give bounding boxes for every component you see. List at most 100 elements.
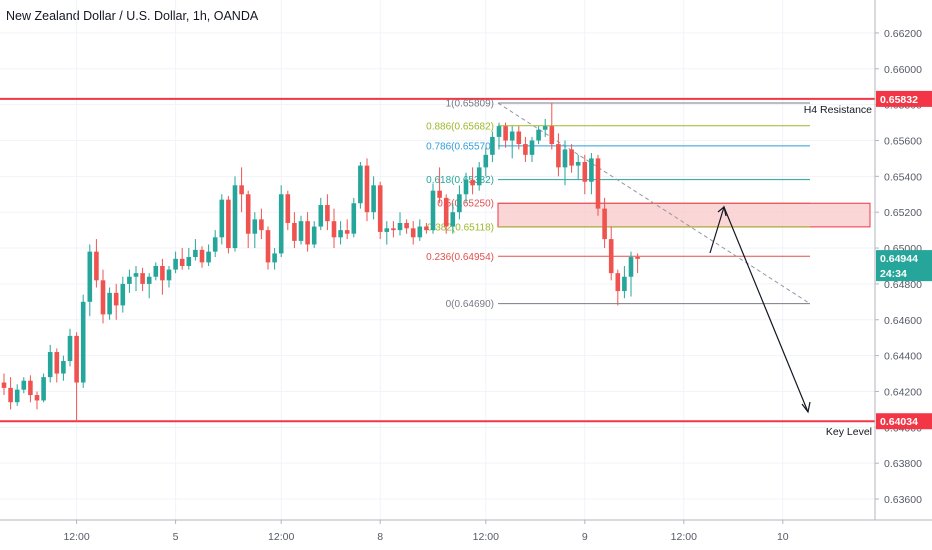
- candle-body: [523, 144, 528, 155]
- candle-body: [358, 165, 363, 204]
- candle-body: [509, 131, 515, 141]
- candle-body: [54, 352, 60, 374]
- candle-body: [305, 221, 310, 245]
- fib-level-label: 0.886(0.65682): [426, 121, 494, 132]
- candle-body: [146, 276, 152, 284]
- x-tick-label: 8: [377, 531, 383, 543]
- candle: [622, 265, 627, 299]
- candle: [127, 269, 132, 293]
- candle: [28, 375, 33, 403]
- candle-body: [285, 194, 291, 223]
- candle: [140, 267, 145, 292]
- candle: [285, 190, 291, 231]
- candle: [166, 265, 172, 288]
- price-tag-label: 24:34: [880, 268, 907, 280]
- price-tag: [876, 265, 932, 282]
- candle: [219, 194, 225, 245]
- candle-body: [556, 144, 561, 168]
- candle: [490, 131, 495, 163]
- candle-body: [397, 222, 403, 231]
- candle: [602, 197, 607, 249]
- x-tick-label: 10: [777, 531, 789, 543]
- fib-level-label: 0.618(0.65382): [426, 175, 494, 186]
- candle: [344, 219, 350, 240]
- candle: [404, 219, 409, 234]
- time-axis[interactable]: 12:00 5 12:00 8 12:00 9 12:00 10: [0, 519, 932, 543]
- candle: [470, 167, 475, 195]
- projection-path: [709, 205, 809, 413]
- price-axis[interactable]: 0.662000.660000.658000.656000.654000.652…: [874, 0, 932, 520]
- candle: [331, 208, 337, 249]
- candle: [252, 212, 258, 249]
- candle: [67, 328, 73, 367]
- candle-body: [153, 265, 159, 277]
- candle-body: [377, 185, 383, 232]
- candle-body: [476, 167, 482, 186]
- candle: [503, 122, 508, 148]
- arrow-head-down: [801, 401, 811, 414]
- y-tick-label: 0.64400: [884, 351, 922, 363]
- candle: [575, 154, 581, 180]
- candle-body: [542, 126, 548, 130]
- candle-body: [569, 149, 574, 166]
- candle-body: [28, 380, 33, 396]
- candle-body: [8, 387, 13, 403]
- fib-level-label: 0.786(0.65570): [426, 141, 494, 152]
- candle-body: [272, 253, 277, 263]
- candle: [259, 208, 264, 240]
- candlestick-series: [1, 102, 640, 422]
- candle-body: [331, 221, 337, 238]
- candle-body: [529, 140, 535, 155]
- candle: [206, 244, 211, 266]
- level-label: Key Level: [826, 426, 872, 438]
- candle: [569, 144, 574, 173]
- y-tick-label: 0.65600: [884, 135, 922, 147]
- candle-body: [344, 230, 350, 234]
- candle-body: [311, 226, 317, 245]
- candle: [54, 348, 60, 383]
- candle-body: [14, 389, 20, 403]
- candle-body: [450, 212, 456, 227]
- x-tick-label: 12:00: [63, 531, 89, 543]
- candle: [305, 212, 310, 252]
- candle: [371, 176, 376, 220]
- x-tick-label: 9: [582, 531, 588, 543]
- candle-body: [219, 199, 225, 238]
- candle: [536, 126, 541, 145]
- candle: [186, 248, 192, 270]
- candle: [430, 183, 436, 234]
- candle-body: [622, 276, 627, 292]
- candle-body: [384, 228, 390, 232]
- candle-body: [470, 179, 475, 186]
- candle-body: [193, 249, 198, 258]
- candle-body: [595, 158, 601, 209]
- candle-body: [100, 280, 106, 315]
- candle-body: [278, 194, 284, 254]
- level-label: H4 Resistance: [804, 104, 872, 116]
- candle-body: [113, 292, 119, 306]
- y-tick-label: 0.66200: [884, 28, 922, 40]
- candle-body: [232, 185, 238, 249]
- candle: [351, 197, 357, 238]
- candle-body: [325, 205, 330, 222]
- candle-body: [80, 301, 86, 383]
- candle: [34, 391, 40, 410]
- candle-body: [443, 197, 449, 227]
- candle-body: [173, 258, 178, 270]
- candle-body: [338, 230, 343, 238]
- candle-body: [21, 380, 27, 390]
- candle-body: [410, 228, 416, 238]
- candle-body: [549, 126, 555, 145]
- candle-body: [47, 352, 53, 378]
- chart-grid: [0, 0, 875, 520]
- candle: [113, 283, 119, 320]
- candle: [272, 248, 277, 270]
- candle-body: [417, 226, 423, 238]
- x-tick-label: 12:00: [473, 531, 499, 543]
- candle: [311, 221, 317, 249]
- candle-body: [424, 226, 429, 231]
- candle: [278, 185, 284, 258]
- candle: [384, 221, 390, 245]
- candle: [173, 251, 178, 274]
